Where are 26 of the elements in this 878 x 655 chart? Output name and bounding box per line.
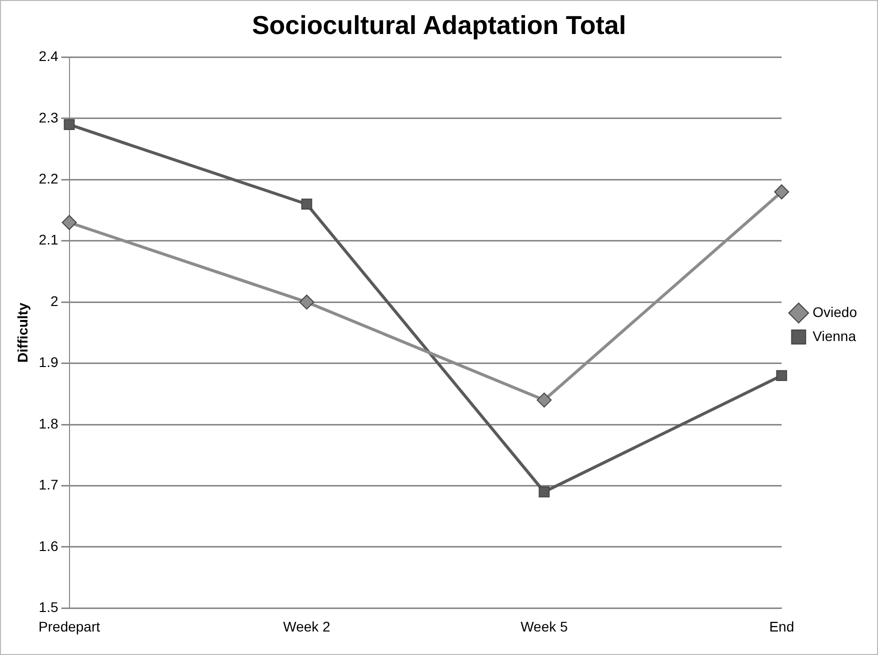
chart-title: Sociocultural Adaptation Total	[252, 10, 626, 40]
y-tick-label: 2.3	[38, 109, 58, 126]
y-tick-label: 1.5	[38, 599, 58, 616]
y-tick-label: 1.6	[38, 538, 58, 554]
y-tick-label: 2.1	[38, 232, 58, 248]
point	[774, 184, 790, 200]
y-tick-label: 1.7	[38, 476, 58, 493]
point	[776, 370, 788, 382]
x-tick-label: Week 5	[520, 618, 568, 634]
point	[299, 294, 314, 310]
legend-label: Vienna	[812, 328, 856, 344]
y-tick-label: 1.9	[38, 354, 58, 370]
x-tick-label: End	[769, 618, 794, 634]
point	[62, 215, 77, 230]
y-tick-label: 2	[50, 292, 58, 309]
legend-label: Oviedo	[812, 304, 858, 320]
x-tick-label: Week 2	[283, 618, 331, 634]
y-tick-label: 2.2	[38, 170, 58, 187]
x-tick-label: Predepart	[38, 618, 100, 634]
point	[536, 392, 552, 408]
y-tick-label: 2.4	[38, 48, 58, 64]
y-axis-title: Difficulty	[14, 302, 30, 363]
point	[301, 198, 312, 210]
y-tick-label: 1.8	[38, 415, 58, 432]
point	[538, 486, 550, 498]
point	[64, 119, 75, 130]
